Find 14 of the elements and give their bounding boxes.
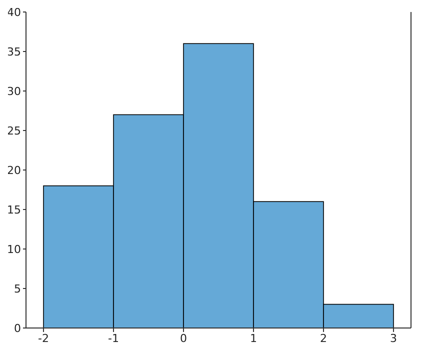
y-tick-label: 35 — [7, 45, 21, 58]
x-tick-label: -1 — [108, 332, 119, 345]
y-tick-label: 5 — [14, 282, 21, 296]
x-tick-label: -2 — [38, 332, 49, 345]
y-tick-label: 15 — [7, 203, 21, 216]
y-tick-label: 25 — [7, 124, 21, 138]
y-tick-label: 20 — [7, 164, 21, 177]
y-tick-label: 0 — [14, 322, 21, 335]
x-tick-label: 3 — [390, 332, 397, 345]
y-tick-label: 10 — [7, 242, 21, 256]
x-tick-label: 2 — [320, 332, 327, 345]
x-tick-label: 1 — [250, 332, 257, 345]
y-tick-label: 30 — [7, 84, 21, 98]
x-tick-label: 0 — [180, 332, 187, 345]
